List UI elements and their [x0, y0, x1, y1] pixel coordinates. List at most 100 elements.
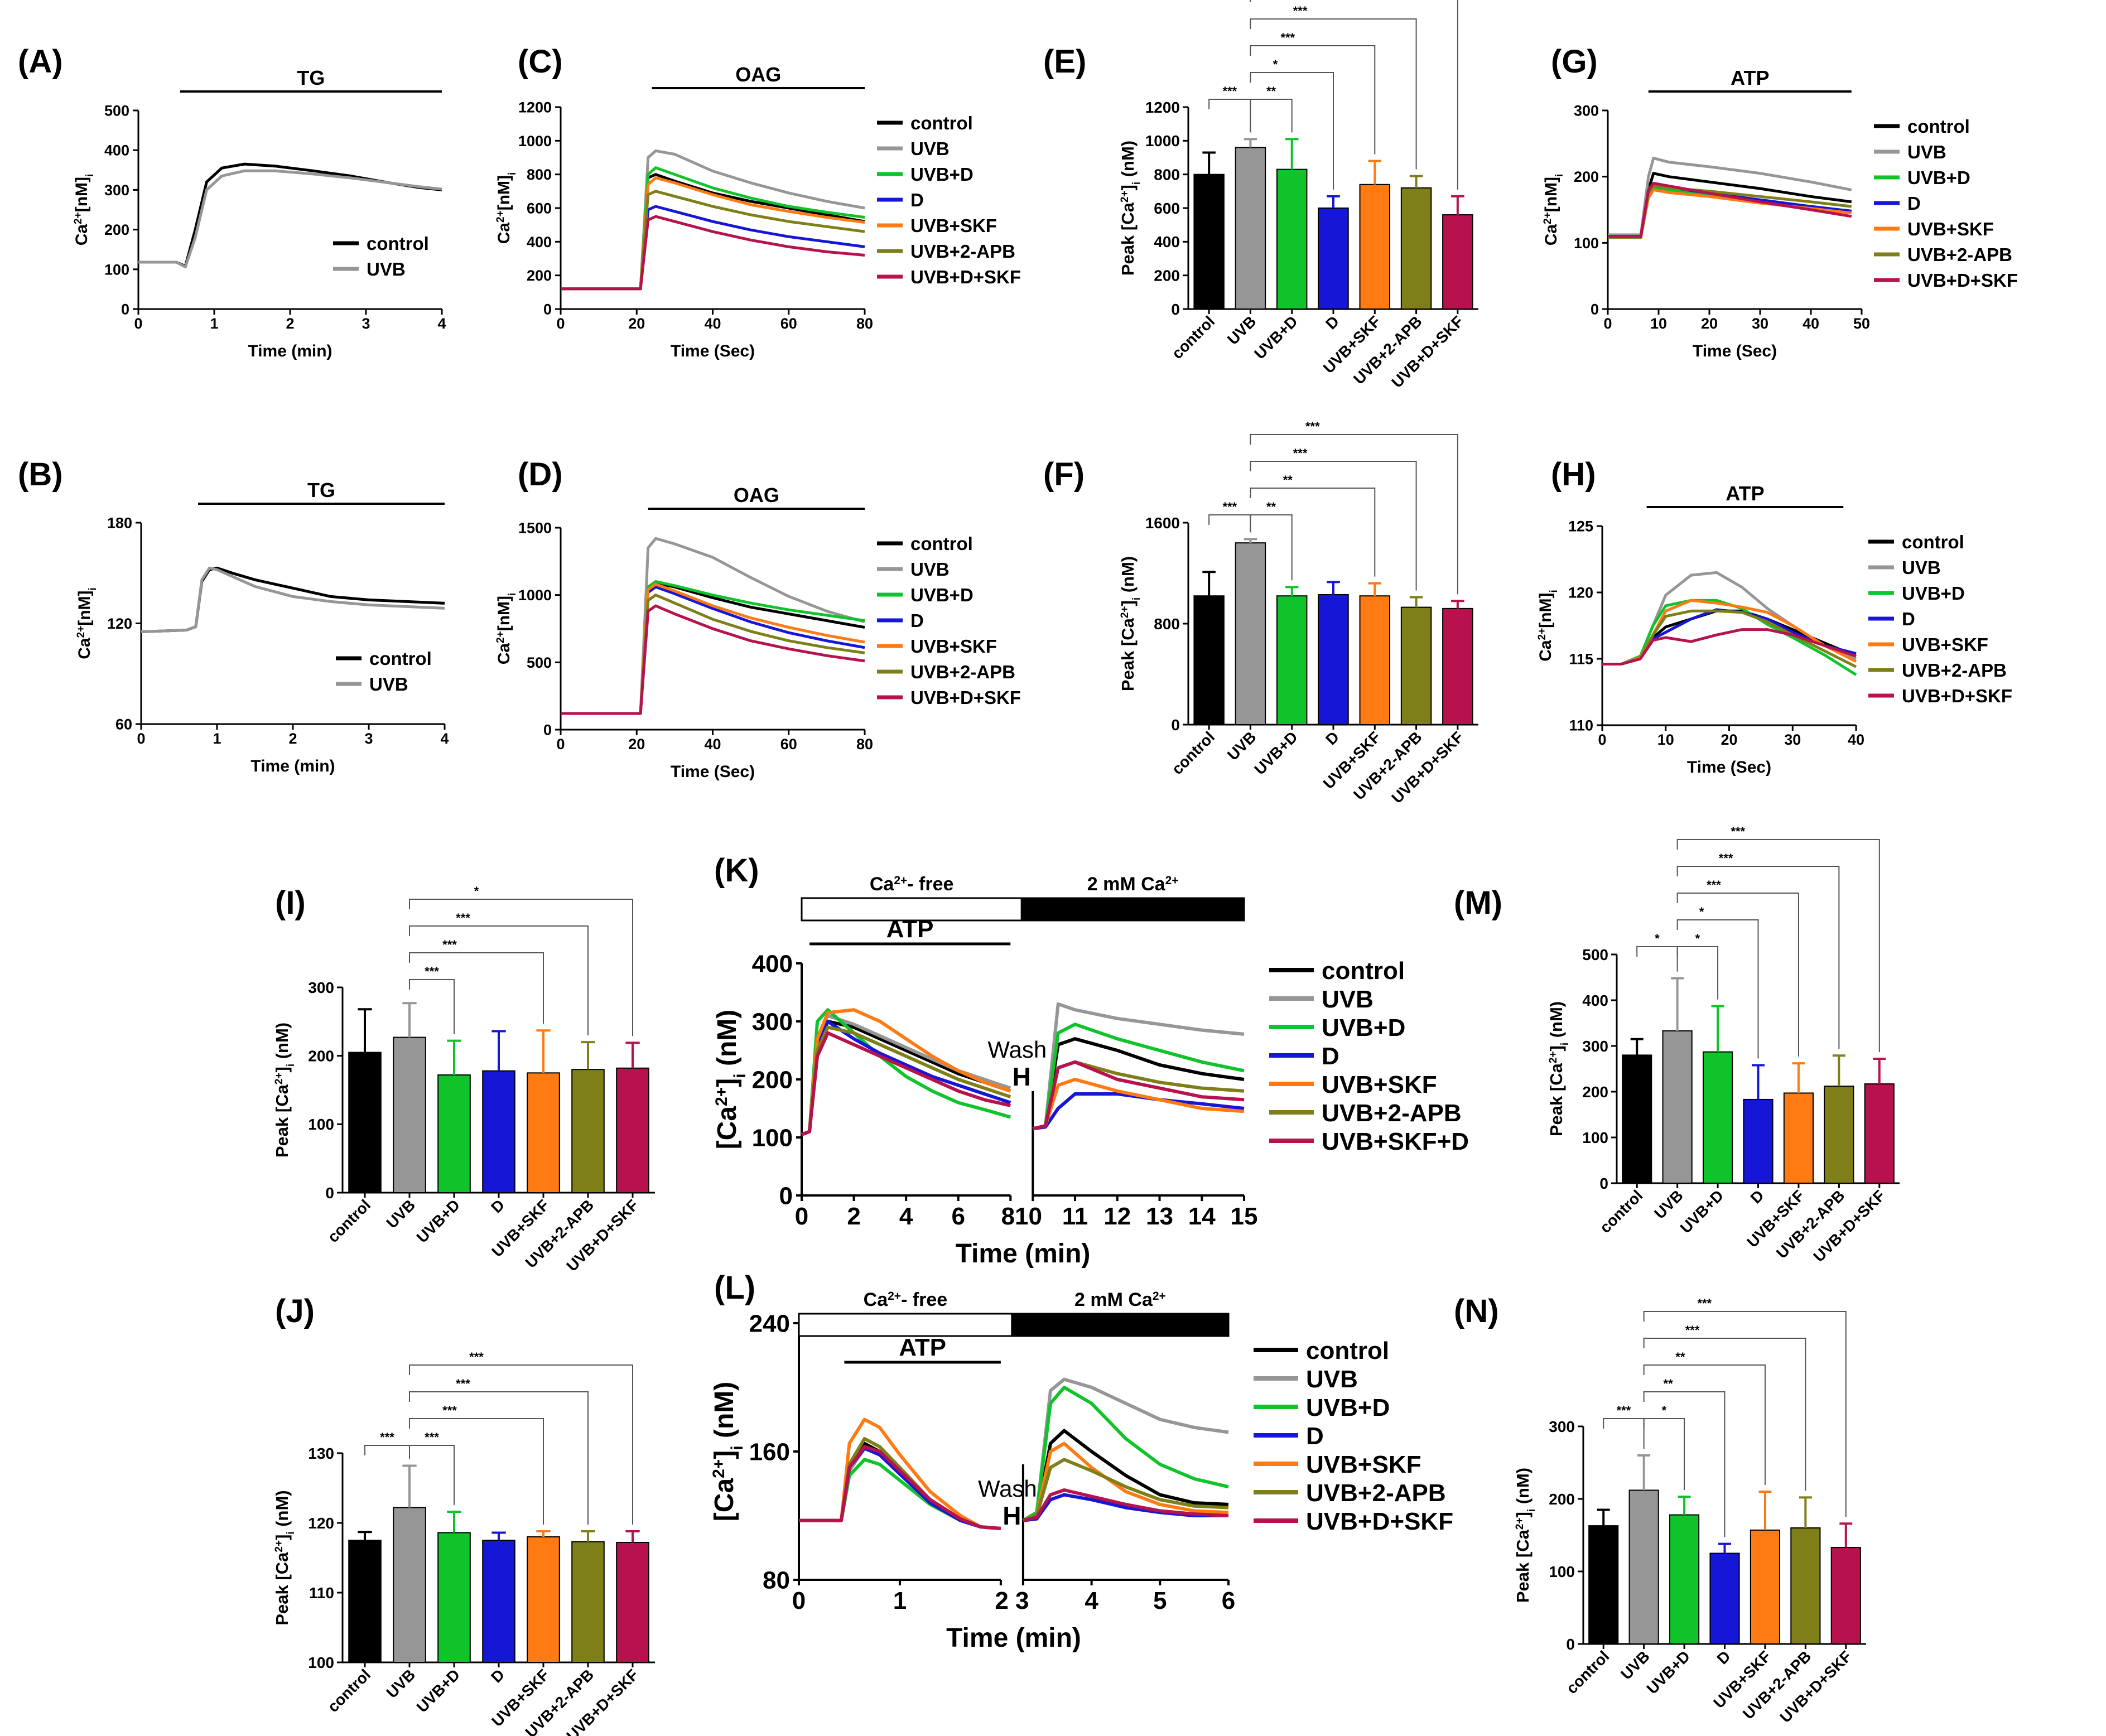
- y-axis-label-J-part-3: i: [285, 1531, 297, 1534]
- significance-label-F-3: ***: [1293, 446, 1308, 460]
- chart-D: (D) 0 500 1000 1500 0 20 40 60 80 Time (Sec) Ca2+[n…: [495, 456, 1021, 781]
- x-tick-label-K-2: 4: [899, 1203, 913, 1230]
- significance-label-N-2: **: [1664, 1377, 1674, 1391]
- bar-M-1: [1662, 1030, 1693, 1184]
- x-tick-label-D-3: 60: [780, 736, 797, 753]
- y-tick-label-C-6: 1200: [518, 99, 552, 115]
- x-tick-label-E-2: UVB+D: [1251, 312, 1301, 363]
- bar-F-4: [1359, 595, 1391, 725]
- panel-label-H: (H): [1551, 456, 1596, 493]
- significance-bracket-F-3: [1250, 461, 1417, 591]
- significance-label-E-0: ***: [1222, 84, 1237, 98]
- y-tick-label-B-0: 60: [115, 716, 132, 732]
- significance-bracket-M-3: [1676, 893, 1799, 1057]
- y-axis-label-C-part-3: i: [507, 172, 518, 175]
- x-tick-label-L-0: 0: [792, 1587, 806, 1614]
- legend-label-H-3: D: [1902, 609, 1915, 629]
- bar-E-0: [1193, 173, 1225, 310]
- x-tick-label-K-1: 2: [847, 1203, 860, 1230]
- bar-J-4: [527, 1536, 560, 1663]
- condition-free-label-L-part-2: - free: [901, 1289, 947, 1310]
- bar-I-2: [437, 1074, 471, 1193]
- y-tick-label-G-2: 200: [1574, 168, 1599, 185]
- x-tick-label-E-6: UVB+D+SKF: [1388, 312, 1467, 391]
- chart-B: (B) 60 120 180 0 1 2 3 4 Time (min) Ca2+[nM]i TG con…: [18, 456, 449, 775]
- bar-N-2: [1669, 1514, 1700, 1645]
- y-tick-label-E-4: 800: [1154, 166, 1180, 183]
- y-tick-label-E-6: 1200: [1145, 99, 1180, 116]
- legend-label-K-5: UVB+2-APB: [1322, 1100, 1462, 1127]
- x-tick-label-J-1: UVB: [383, 1666, 419, 1701]
- y-axis-label-C-part-0: Ca: [495, 223, 513, 244]
- x-tick-label-N-3: D: [1714, 1647, 1734, 1667]
- bar-E-3: [1318, 208, 1349, 310]
- x-tick-label-C-0: 0: [556, 315, 565, 332]
- y-tick-label-M-2: 200: [1582, 1083, 1608, 1101]
- y-axis-label-K-part-4: (nM): [712, 1010, 742, 1074]
- y-tick-label-E-2: 400: [1154, 233, 1180, 250]
- y-tick-label-E-5: 1000: [1145, 132, 1180, 150]
- x-tick-label-H-4: 40: [1848, 731, 1864, 748]
- x-tick-label-M-1: UVB: [1651, 1187, 1686, 1222]
- x-tick-label-F-2: UVB+D: [1251, 728, 1301, 778]
- significance-bracket-I-0: [409, 979, 455, 1034]
- y-axis-label-G-part-1: 2+: [1542, 212, 1554, 224]
- legend-label-K-4: UVB+SKF: [1322, 1071, 1437, 1098]
- y-tick-label-E-1: 200: [1154, 267, 1180, 284]
- x-tick-label-M-2: UVB+D: [1677, 1187, 1727, 1237]
- legend-label-L-1: UVB: [1306, 1366, 1358, 1393]
- significance-label-N-5: ***: [1697, 1296, 1712, 1310]
- y-tick-label-L-0: 80: [763, 1566, 790, 1594]
- y-tick-label-C-2: 400: [527, 234, 552, 250]
- agonist-label-L: ATP: [899, 1334, 946, 1361]
- legend-label-G-3: D: [1907, 193, 1921, 214]
- series-line-C-3: [561, 205, 865, 291]
- y-axis-label-I-part-1: 2+: [273, 1073, 285, 1085]
- x-axis-label-B: Time (min): [250, 757, 335, 775]
- x-tick-label-F-6: UVB+D+SKF: [1388, 728, 1467, 807]
- x-tick-label-K-10: 15: [1231, 1203, 1258, 1230]
- series-line-L-6-a: [799, 1445, 1001, 1530]
- x-tick-label-N-0: control: [1563, 1647, 1612, 1697]
- y-axis-label-D: Ca2+[nM]i: [495, 593, 518, 665]
- bar-N-0: [1588, 1525, 1619, 1645]
- significance-label-E-2: *: [1273, 57, 1278, 71]
- legend-label-A-0: control: [367, 233, 429, 254]
- bar-I-6: [616, 1067, 649, 1194]
- significance-bracket-F-2: [1250, 488, 1376, 577]
- legend-label-H-4: UVB+SKF: [1902, 634, 1988, 655]
- significance-label-J-3: ***: [456, 1377, 470, 1391]
- significance-label-M-0: *: [1655, 932, 1660, 946]
- legend-label-K-2: UVB+D: [1322, 1014, 1405, 1041]
- y-axis-label-E-part-2: ]: [1118, 185, 1138, 190]
- legend-label-L-3: D: [1306, 1422, 1324, 1450]
- x-tick-label-F-3: D: [1322, 728, 1342, 748]
- x-tick-label-A-1: 1: [210, 315, 218, 332]
- bar-E-4: [1359, 184, 1391, 310]
- significance-label-I-0: ***: [425, 965, 439, 978]
- x-tick-label-G-2: 20: [1701, 315, 1718, 332]
- x-tick-label-A-2: 2: [286, 315, 294, 332]
- series-line-D-1: [561, 537, 865, 715]
- x-tick-label-H-3: 30: [1784, 731, 1801, 748]
- significance-bracket-N-5: [1643, 1311, 1847, 1517]
- x-tick-label-K-3: 6: [951, 1203, 965, 1230]
- y-axis-label-J-part-2: ]: [272, 1535, 292, 1540]
- y-tick-label-L-2: 240: [749, 1310, 790, 1337]
- x-axis-label-L: Time (min): [946, 1623, 1081, 1653]
- chart-K: (K) 0 100 200 300 400 0 2 4 6 11 12 13 14 15 810 Time (m…: [712, 852, 1469, 1269]
- y-axis-label-K-part-2: ]: [712, 1078, 742, 1087]
- significance-label-M-2: *: [1699, 905, 1704, 919]
- chart-E: (E) 0 200 400 600 800 1000 1200 Peak [Ca2+]i (nM…: [1043, 0, 1478, 391]
- legend-label-G-1: UVB: [1907, 142, 1946, 162]
- y-tick-label-N-2: 200: [1549, 1491, 1575, 1508]
- bar-E-6: [1442, 214, 1473, 310]
- significance-bracket-N-0: [1603, 1418, 1645, 1449]
- y-axis-label-M-part-4: (nM): [1546, 1001, 1566, 1043]
- panel-label-B: (B): [18, 456, 63, 493]
- x-tick-label-E-0: control: [1168, 312, 1218, 362]
- x-tick-label-I-2: UVB+D: [413, 1196, 464, 1246]
- agonist-label-A: TG: [297, 66, 325, 89]
